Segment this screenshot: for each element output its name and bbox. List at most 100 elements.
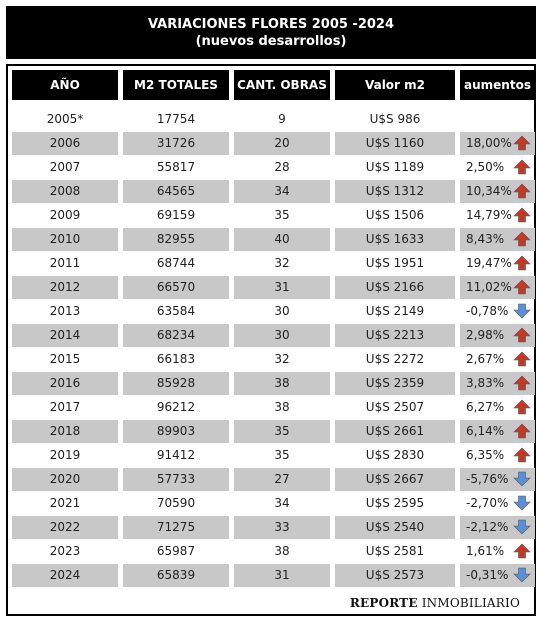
cell-aumento: 19,47%	[460, 252, 535, 275]
cell-cant-obras: 27	[234, 468, 330, 491]
cell-m2-totales: 66183	[156, 352, 196, 366]
cell-aumento: 8,43%	[460, 228, 535, 251]
cell-year: 2018	[12, 420, 118, 443]
cell-year: 2013	[49, 304, 81, 318]
cell-valor-m2: U$S 2573	[335, 564, 455, 587]
cell-cant-obras: 35	[274, 208, 290, 222]
cell-m2-totales: 17754	[156, 112, 196, 126]
cell-year: 2022	[12, 516, 118, 539]
cell-valor-m2: U$S 2661	[335, 420, 455, 443]
cell-valor-m2: U$S 2213	[335, 324, 455, 347]
cell-year: 2007	[49, 160, 81, 174]
arrow-up-icon	[513, 207, 531, 223]
cell-m2-totales: 68744	[156, 256, 196, 270]
cell-m2-totales: 64565	[123, 180, 229, 203]
header-aumentos: aumentos	[460, 70, 535, 100]
cell-m2-totales: 70590	[156, 496, 196, 510]
cell-aumento: 11,02%	[460, 276, 535, 299]
cell-cant-obras: 38	[274, 544, 290, 558]
cell-cant-obras: 34	[234, 180, 330, 203]
cell-valor-m2: U$S 2540	[335, 516, 455, 539]
cell-year: 2023	[49, 544, 81, 558]
cell-m2-totales: 55817	[156, 160, 196, 174]
arrow-down-icon	[513, 303, 531, 319]
arrow-up-icon	[513, 183, 531, 199]
cell-valor-m2: U$S 2272	[365, 352, 425, 366]
cell-year: 2008	[12, 180, 118, 203]
cell-m2-totales: 31726	[123, 132, 229, 155]
cell-year: 2024	[12, 564, 118, 587]
arrow-up-icon	[513, 423, 531, 439]
cell-aumento: 18,00%	[460, 132, 535, 155]
cell-aumento: -0,31%	[460, 564, 535, 587]
cell-year: 2012	[12, 276, 118, 299]
cell-valor-m2: U$S 1189	[365, 160, 425, 174]
cell-cant-obras: 34	[274, 496, 290, 510]
cell-valor-m2: U$S 2507	[365, 400, 425, 414]
table-title: VARIACIONES FLORES 2005 -2024 (nuevos de…	[6, 6, 536, 59]
cell-valor-m2: U$S 2149	[365, 304, 425, 318]
cell-year: 2011	[49, 256, 81, 270]
cell-m2-totales: 91412	[156, 448, 196, 462]
header-valor-m2: Valor m2	[335, 70, 455, 100]
cell-cant-obras: 38	[234, 372, 330, 395]
cell-cant-obras: 40	[234, 228, 330, 251]
cell-aumento: 2,98%	[460, 324, 535, 347]
brand-logo: REPORTE INMOBILIARIO	[349, 596, 520, 610]
table-frame: AÑO M2 TOTALES CANT. OBRAS Valor m2 aume…	[6, 64, 536, 616]
arrow-up-icon	[513, 279, 531, 295]
cell-m2-totales: 65839	[123, 564, 229, 587]
cell-aumento: 3,83%	[460, 372, 535, 395]
cell-year: 2017	[49, 400, 81, 414]
cell-aumento: -2,12%	[460, 516, 535, 539]
cell-aumento: -2,70%	[460, 492, 535, 515]
cell-aumento: 14,79%	[460, 204, 535, 227]
cell-aumento: 2,67%	[460, 348, 535, 371]
cell-valor-m2: U$S 1633	[335, 228, 455, 251]
arrow-down-icon	[513, 567, 531, 583]
cell-cant-obras: 32	[274, 352, 290, 366]
cell-m2-totales: 66570	[123, 276, 229, 299]
arrow-up-icon	[513, 447, 531, 463]
cell-cant-obras: 38	[274, 400, 290, 414]
cell-aumento: 6,27%	[460, 396, 535, 419]
cell-aumento: 2,50%	[460, 156, 535, 179]
arrow-down-icon	[513, 471, 531, 487]
cell-year: 2019	[49, 448, 81, 462]
cell-year: 2015	[49, 352, 81, 366]
cell-year: 2010	[12, 228, 118, 251]
cell-valor-m2: U$S 1312	[335, 180, 455, 203]
cell-m2-totales: 71275	[123, 516, 229, 539]
cell-year: 2006	[12, 132, 118, 155]
cell-valor-m2: U$S 986	[369, 112, 421, 126]
cell-cant-obras: 30	[274, 304, 290, 318]
cell-cant-obras: 35	[234, 420, 330, 443]
arrow-up-icon	[513, 327, 531, 343]
cell-m2-totales: 63584	[156, 304, 196, 318]
cell-cant-obras: 31	[234, 564, 330, 587]
cell-year: 2021	[49, 496, 81, 510]
cell-year: 2005*	[46, 112, 84, 126]
arrow-down-icon	[513, 495, 531, 511]
cell-m2-totales: 82955	[123, 228, 229, 251]
cell-cant-obras: 31	[234, 276, 330, 299]
cell-aumento: 10,34%	[460, 180, 535, 203]
cell-year: 2009	[49, 208, 81, 222]
cell-m2-totales: 69159	[156, 208, 196, 222]
cell-aumento: 6,35%	[460, 444, 535, 467]
cell-aumento	[460, 108, 535, 131]
cell-aumento: 1,61%	[460, 540, 535, 563]
cell-aumento: 6,14%	[460, 420, 535, 443]
arrow-up-icon	[513, 159, 531, 175]
header-m2-totales: M2 TOTALES	[123, 70, 229, 100]
header-cant-obras: CANT. OBRAS	[234, 70, 330, 100]
header-year: AÑO	[12, 70, 118, 100]
arrow-up-icon	[513, 375, 531, 391]
cell-cant-obras: 33	[234, 516, 330, 539]
cell-m2-totales: 65987	[156, 544, 196, 558]
cell-valor-m2: U$S 2166	[335, 276, 455, 299]
cell-valor-m2: U$S 2359	[335, 372, 455, 395]
cell-cant-obras: 28	[274, 160, 290, 174]
cell-m2-totales: 57733	[123, 468, 229, 491]
cell-year: 2020	[12, 468, 118, 491]
